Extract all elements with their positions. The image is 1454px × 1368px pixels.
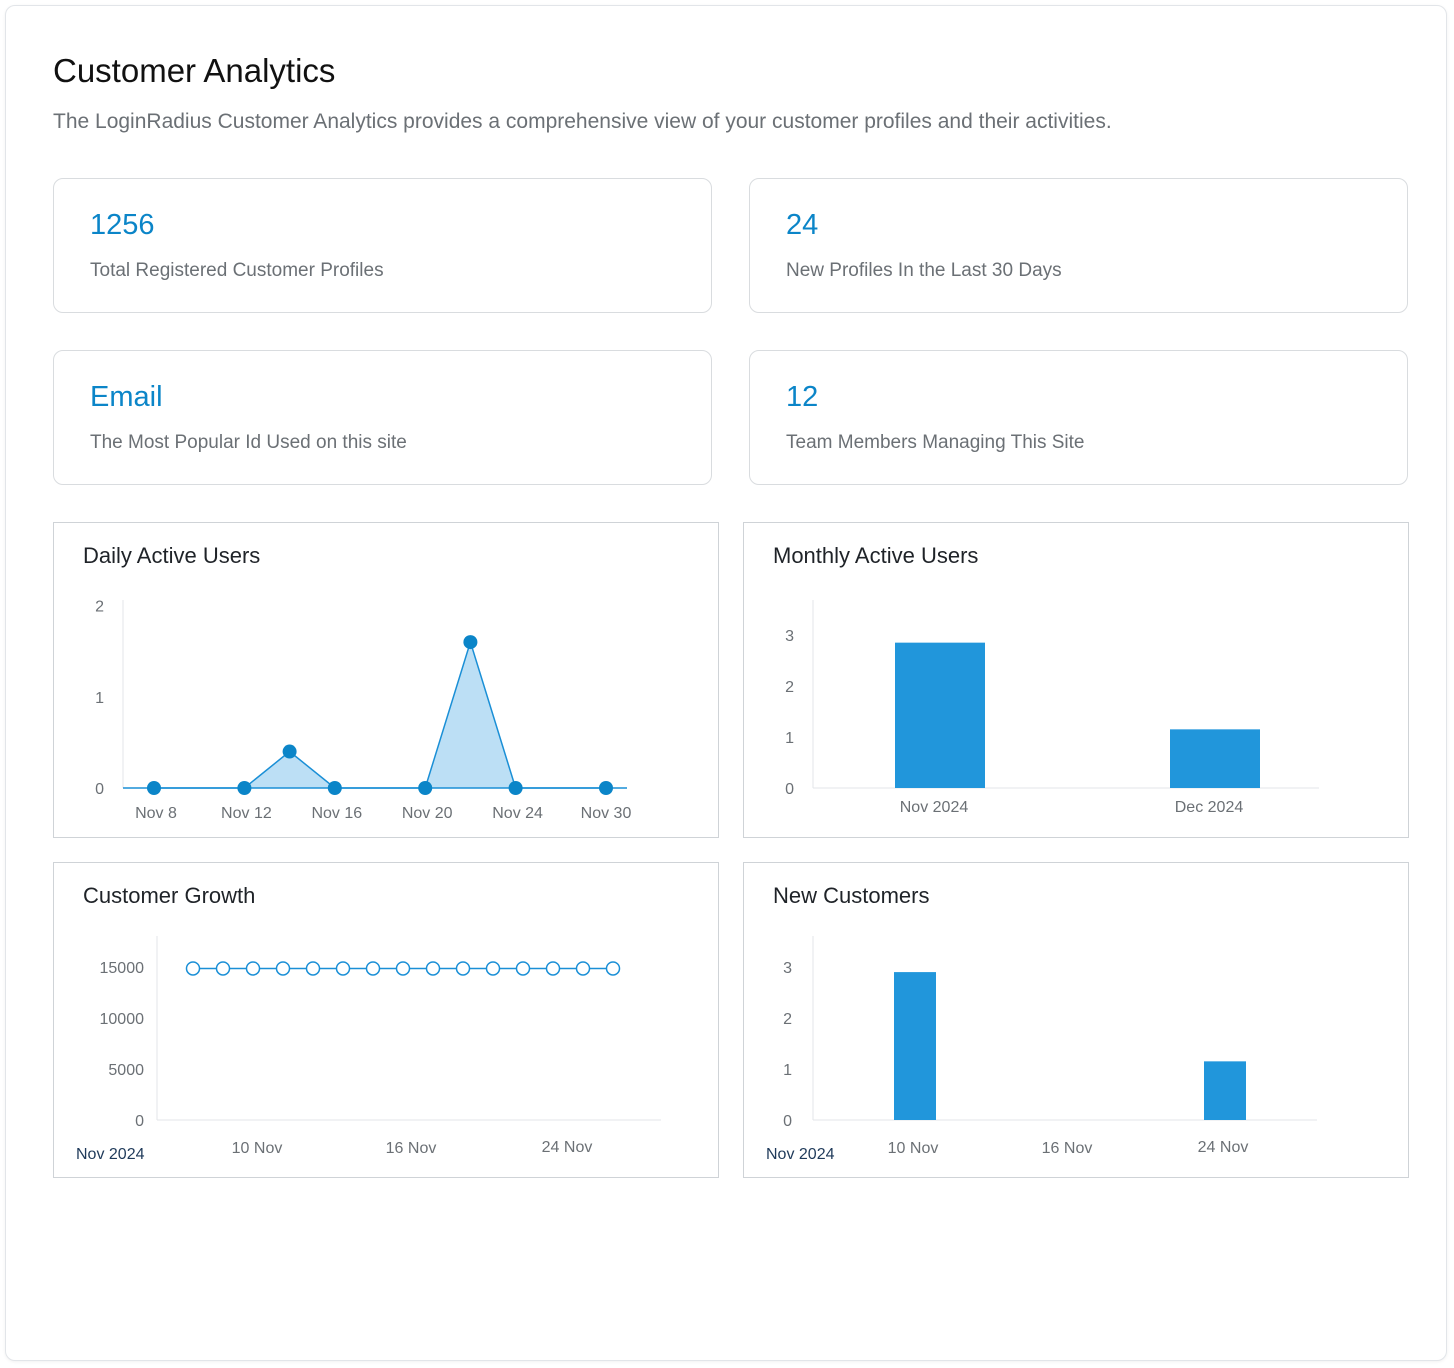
y-tick-label: 2 xyxy=(95,599,104,616)
y-tick-label: 1 xyxy=(783,1062,792,1079)
y-tick-label: 15000 xyxy=(100,960,145,977)
y-tick-label: 2 xyxy=(785,679,794,696)
y-tick-label: 10000 xyxy=(100,1011,145,1028)
data-point xyxy=(508,781,523,795)
x-tick-label: Dec 2024 xyxy=(1175,799,1244,816)
x-tick-label: 10 Nov xyxy=(232,1140,283,1157)
stat-value: 1256 xyxy=(90,209,155,241)
data-point xyxy=(395,961,411,976)
data-point xyxy=(282,744,297,759)
stat-card-total-profiles: 1256 Total Registered Customer Profiles xyxy=(53,178,712,313)
chart-card-monthly-active-users: Monthly Active Users 0 1 2 3 Nov 2024 Dec 202… xyxy=(743,522,1409,838)
data-point xyxy=(185,961,201,976)
y-tick-label: 1 xyxy=(95,690,104,707)
y-tick-label: 0 xyxy=(95,781,104,798)
stat-card-new-profiles: 24 New Profiles In the Last 30 Days xyxy=(749,178,1408,313)
y-tick-label: 0 xyxy=(135,1113,144,1130)
data-point xyxy=(275,961,291,976)
y-tick-label: 0 xyxy=(783,1113,792,1130)
stat-value: Email xyxy=(90,381,163,413)
y-tick-label: 5000 xyxy=(108,1062,144,1079)
page-description: The LoginRadius Customer Analytics provi… xyxy=(53,110,1112,133)
chart-title: Customer Growth xyxy=(83,883,256,908)
data-point xyxy=(575,961,591,976)
series-line xyxy=(154,639,606,789)
x-tick-label: 16 Nov xyxy=(1042,1140,1093,1157)
data-point xyxy=(425,961,441,976)
stat-label: The Most Popular Id Used on this site xyxy=(90,432,407,453)
data-point xyxy=(237,781,252,795)
data-point xyxy=(335,961,351,976)
chart-title: Daily Active Users xyxy=(83,543,261,568)
data-point xyxy=(605,961,621,976)
x-tick-label: 24 Nov xyxy=(1198,1139,1249,1156)
y-tick-label: 3 xyxy=(785,628,794,645)
y-tick-label: 2 xyxy=(783,1011,792,1028)
stat-card-team-members: 12 Team Members Managing This Site xyxy=(749,350,1408,485)
bar xyxy=(1204,1061,1246,1120)
chart-title: Monthly Active Users xyxy=(773,543,979,568)
bar xyxy=(895,642,985,788)
chart-card-daily-active-users: Daily Active Users 0 1 2 Nov 8 Nov 12 Nov 16 N… xyxy=(53,522,719,838)
monthly-active-users-chart: 0 1 2 3 Nov 2024 Dec 2024 xyxy=(785,600,1319,816)
stat-label: New Profiles In the Last 30 Days xyxy=(786,260,1062,281)
chart-title: New Customers xyxy=(773,883,930,908)
data-point xyxy=(485,961,501,976)
x-tick-label: 24 Nov xyxy=(542,1139,593,1156)
data-point xyxy=(147,781,161,795)
page-title: Customer Analytics xyxy=(53,52,336,89)
data-point xyxy=(215,961,231,976)
bar xyxy=(1170,729,1260,788)
x-tick-label: 16 Nov xyxy=(386,1140,437,1157)
data-point xyxy=(305,961,321,976)
data-point xyxy=(327,781,342,795)
data-point xyxy=(418,781,433,795)
x-tick-label: Nov 2024 xyxy=(900,799,969,816)
data-point xyxy=(365,961,381,976)
chart-card-new-customers: New Customers 0 1 2 3 10 Nov 16 Nov 24 Nov Nov … xyxy=(743,862,1409,1178)
x-base-label: Nov 2024 xyxy=(76,1146,145,1163)
series-area xyxy=(154,642,606,788)
stat-label: Total Registered Customer Profiles xyxy=(90,260,384,281)
data-point xyxy=(455,961,471,976)
x-tick-label: Nov 16 xyxy=(311,805,362,822)
x-tick-label: 10 Nov xyxy=(888,1140,939,1157)
data-point xyxy=(463,635,478,650)
x-tick-label: Nov 12 xyxy=(221,805,272,822)
chart-card-customer-growth: Customer Growth 0 5000 10000 15000 10 Nov 16 … xyxy=(53,862,719,1178)
stat-value: 24 xyxy=(786,209,819,241)
stat-label: Team Members Managing This Site xyxy=(786,432,1085,453)
x-tick-label: Nov 8 xyxy=(135,805,177,822)
data-point xyxy=(515,961,531,976)
stat-value: 12 xyxy=(786,381,819,413)
data-point xyxy=(545,961,561,976)
bar xyxy=(894,972,936,1120)
x-tick-label: Nov 24 xyxy=(492,805,543,822)
new-customers-chart: 0 1 2 3 10 Nov 16 Nov 24 Nov Nov 2024 xyxy=(766,936,1317,1163)
daily-active-users-chart: 0 1 2 Nov 8 Nov 12 Nov 16 Nov 20 Nov 24 Nov 30 xyxy=(95,599,632,822)
y-tick-label: 1 xyxy=(785,730,794,747)
customer-growth-chart: 0 5000 10000 15000 10 Nov 16 Nov 24 Nov Nov 202… xyxy=(76,936,661,1163)
stat-card-popular-id: Email The Most Popular Id Used on this s… xyxy=(53,350,712,485)
y-tick-label: 3 xyxy=(783,960,792,977)
x-tick-label: Nov 30 xyxy=(581,805,632,822)
data-point xyxy=(599,781,613,795)
data-point xyxy=(245,961,261,976)
x-base-label: Nov 2024 xyxy=(766,1146,835,1163)
y-tick-label: 0 xyxy=(785,781,794,798)
x-tick-label: Nov 20 xyxy=(402,805,453,822)
